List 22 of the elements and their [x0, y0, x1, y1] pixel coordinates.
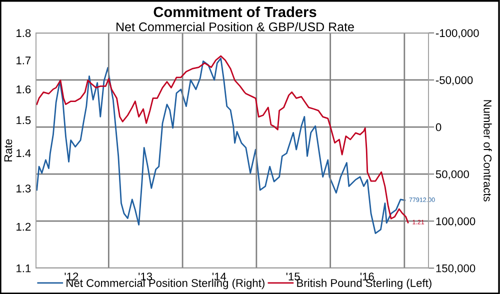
- y-tick-label: 1.5: [16, 116, 31, 124]
- y-tick-label: 1.2: [16, 222, 31, 231]
- y2-tick-label: -100,000: [436, 29, 479, 38]
- chart-subtitle: Net Commercial Position & GBP/USD Rate: [116, 22, 354, 32]
- x-tick-label: '14: [212, 272, 226, 280]
- y2-tick-label: 50,000: [436, 170, 469, 180]
- y-tick-label: 1.1: [16, 264, 31, 272]
- y2-tick-label: 150,000: [436, 264, 476, 274]
- x-tick-label: '12: [64, 272, 78, 280]
- y2-tick-label: -50,000: [436, 76, 473, 86]
- x-tick-label: '15: [286, 272, 300, 280]
- y2-axis-title: Number of Contracts: [484, 100, 492, 202]
- y-tick-label: 1.6: [16, 85, 31, 94]
- chart-title: Commitment of Traders: [154, 6, 316, 18]
- y-axis-title: Rate: [4, 139, 12, 162]
- y-tick-label: 1.4: [16, 149, 31, 157]
- x-tick-label: '16: [360, 272, 374, 280]
- y-tick-label: 1.8: [16, 29, 31, 38]
- y-tick-label: 1.3: [16, 184, 31, 192]
- y2-tick-label: 0: [436, 123, 442, 132]
- y2-tick-label: 100,000: [436, 217, 476, 227]
- y-tick-label: 1.7: [16, 56, 31, 64]
